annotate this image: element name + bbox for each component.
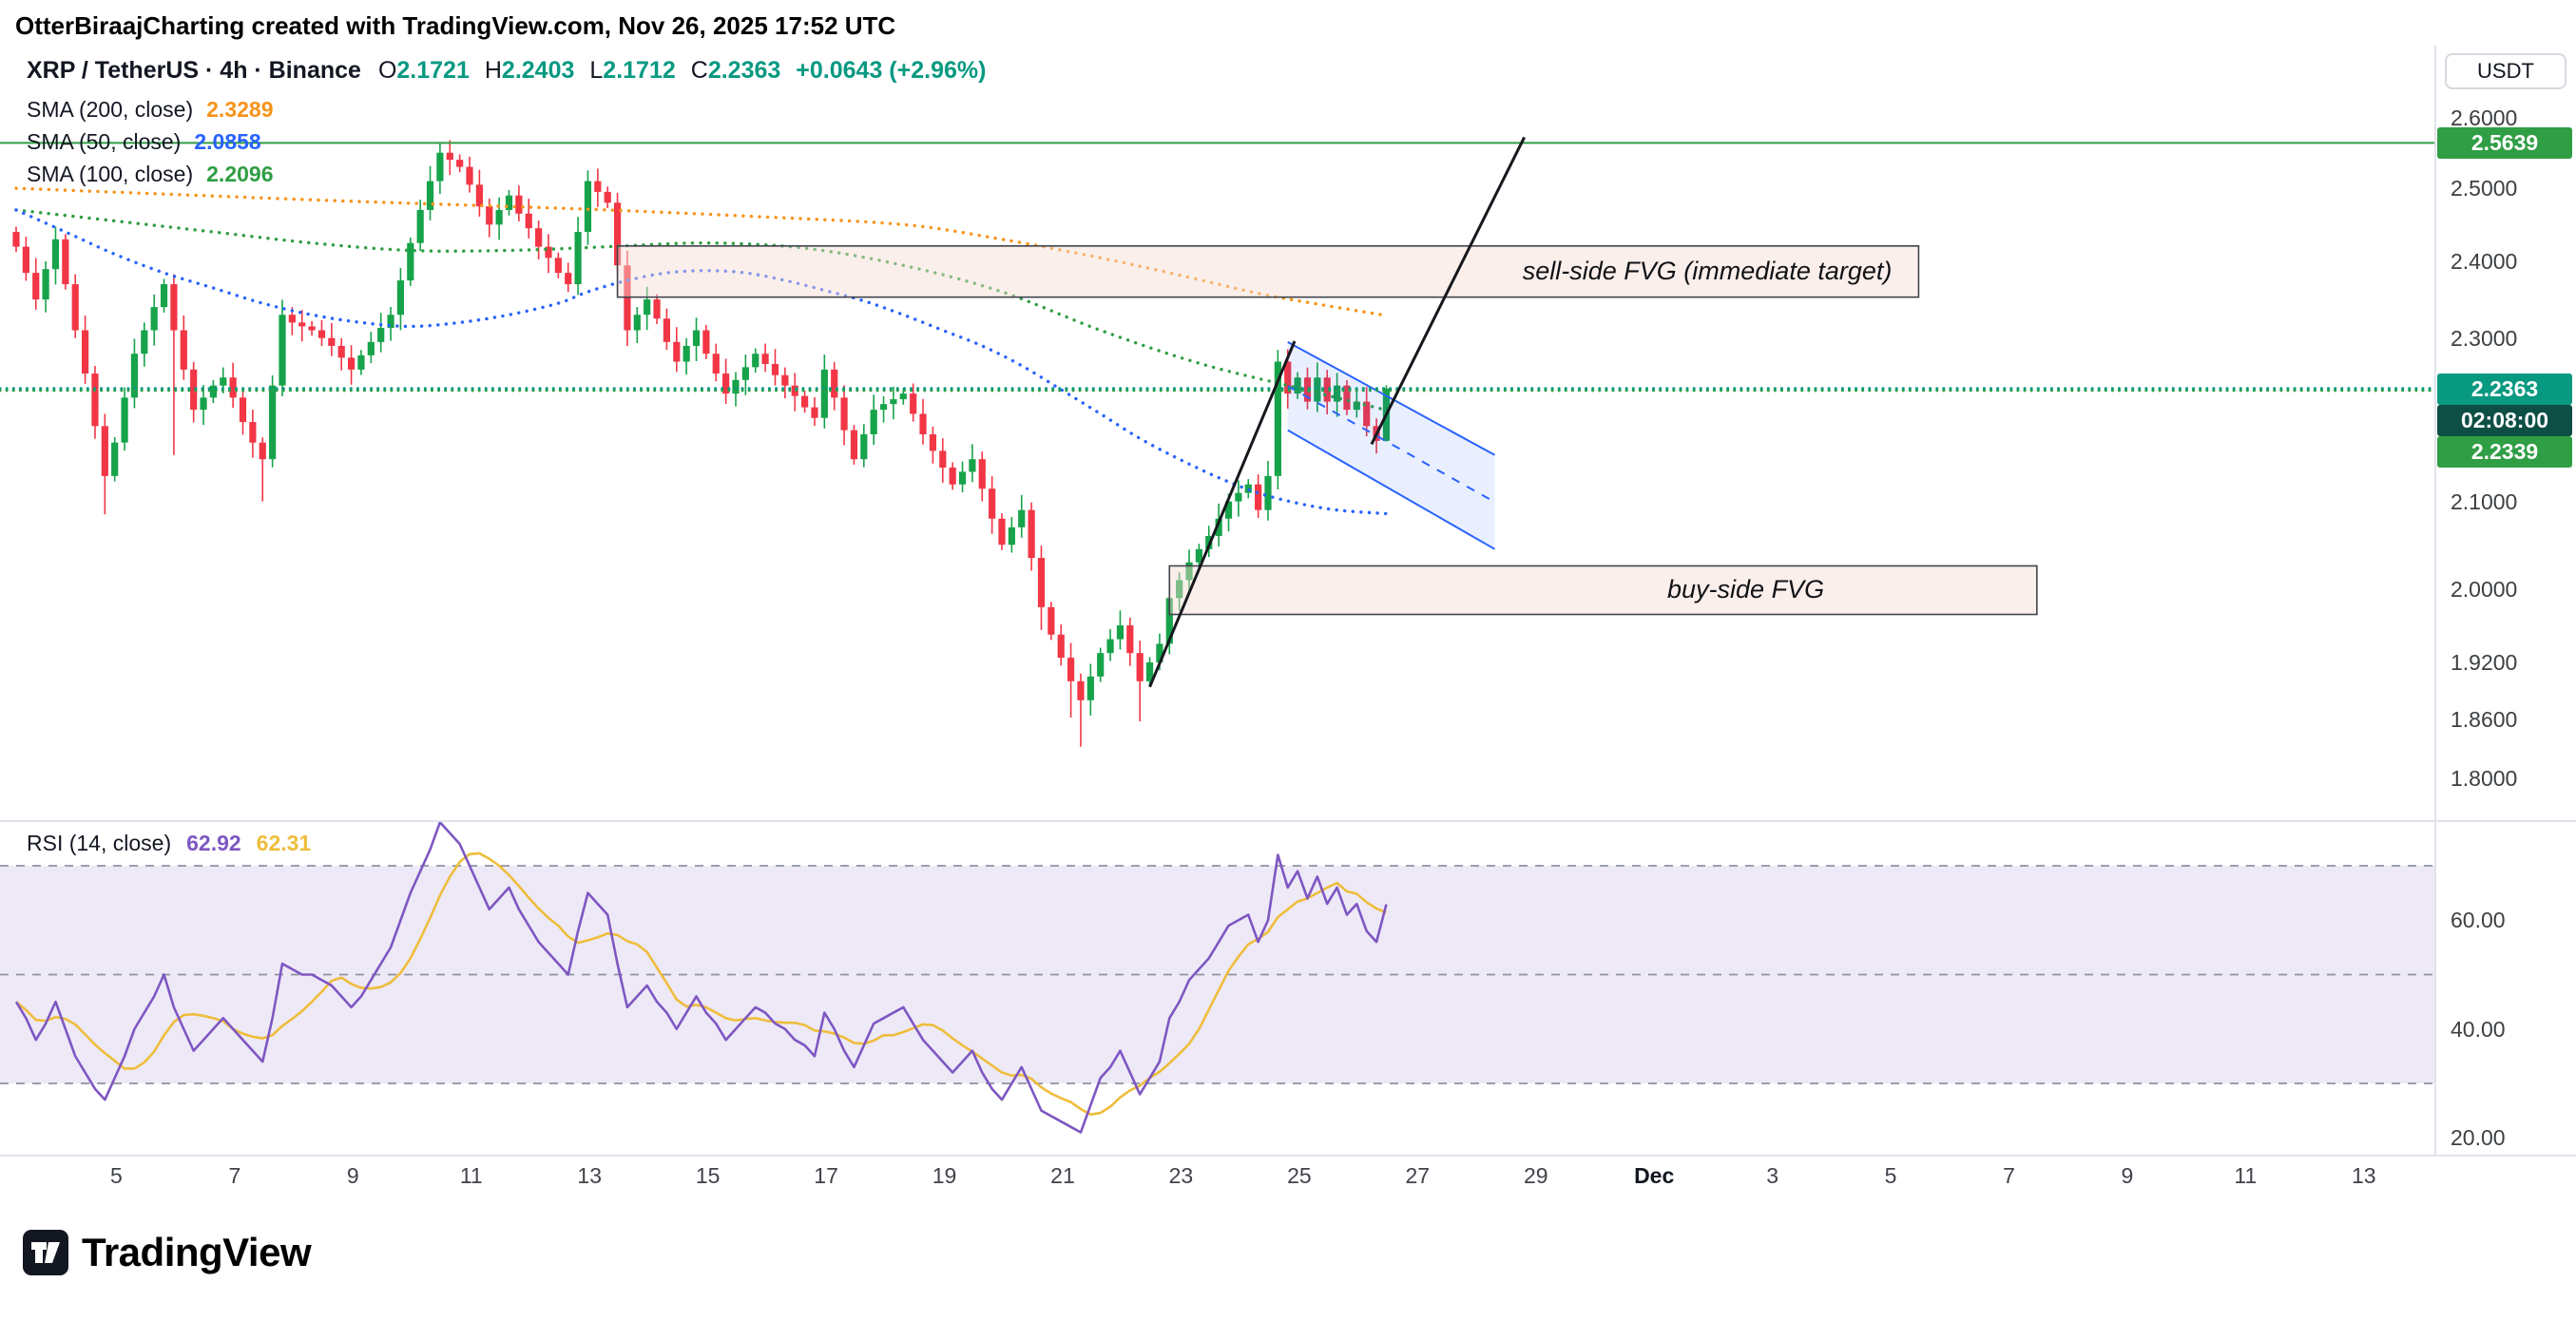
time-tick: 13 [2352, 1163, 2376, 1188]
time-tick: 25 [1287, 1163, 1312, 1188]
rsi-value: 62.92 [186, 831, 241, 855]
rsi-pane [0, 821, 2435, 1134]
channel-fill [1287, 341, 1495, 549]
rsi-line [14, 821, 1388, 1134]
rsi-tick: 60.00 [2451, 908, 2506, 933]
time-tick: 15 [695, 1163, 721, 1188]
low-value: 2.1712 [603, 57, 676, 84]
open-value: 2.1721 [396, 57, 470, 84]
price-tick: 2.6000 [2451, 105, 2518, 130]
symbol-row[interactable]: XRP / TetherUS · 4h · Binance O2.1721 H2… [27, 57, 986, 93]
price-pane [0, 136, 2435, 747]
price-tick: 2.5000 [2451, 176, 2518, 201]
close-label: C [690, 57, 708, 84]
close-value: 2.2363 [707, 57, 781, 84]
attribution-text: OtterBiraajCharting created with Trading… [15, 11, 896, 40]
indicator-row-sma200[interactable]: SMA (200, close) 2.3289 [27, 93, 986, 125]
high-value: 2.2403 [501, 57, 575, 84]
price-axis[interactable]: USDT 2.5639 2.2363 02:08:00 2.2339 2.600… [2435, 46, 2576, 1156]
sma-50-line [14, 208, 1389, 516]
rsi-ma-value: 62.31 [256, 831, 312, 855]
fvg-box-buy [1168, 565, 2038, 616]
time-tick: 23 [1168, 1163, 1194, 1188]
time-tick: 5 [110, 1163, 123, 1188]
time-tick: 5 [1884, 1163, 1897, 1188]
rsi-legend-row[interactable]: RSI (14, close) 62.92 62.31 [27, 831, 311, 856]
fvg-box-sell [616, 245, 1920, 298]
sma50-value: 2.0858 [194, 128, 261, 154]
price-tick: 2.1000 [2451, 488, 2518, 514]
time-tick: 7 [2003, 1163, 2015, 1188]
change-value: +0.0643 (+2.96%) [796, 57, 987, 84]
trend-line [1148, 340, 1297, 688]
price-tick: 1.8000 [2451, 765, 2518, 791]
trend-line [1370, 136, 1526, 446]
time-tick: 3 [1766, 1163, 1778, 1188]
time-axis[interactable]: 5 7 9 11 13 15 17 19 21 23 25 27 29 Dec 3 5 7 9 11 13 [0, 1156, 2435, 1199]
bar-countdown-badge: 02:08:00 [2437, 404, 2572, 436]
currency-toggle-button[interactable]: USDT [2445, 53, 2566, 89]
time-tick: 21 [1050, 1163, 1075, 1188]
hline-high-price-badge: 2.5639 [2437, 127, 2572, 160]
symbol-title[interactable]: XRP / TetherUS · 4h · Binance [27, 57, 361, 84]
rsi-label: RSI (14, close) [27, 831, 172, 855]
price-tick: 2.3000 [2451, 325, 2518, 351]
time-tick: 17 [814, 1163, 838, 1188]
time-tick: 13 [577, 1163, 603, 1188]
open-label: O [377, 57, 397, 84]
high-label: H [484, 57, 502, 84]
sma100-value: 2.2096 [206, 161, 274, 186]
time-tick: 11 [2234, 1163, 2258, 1188]
sma200-label: SMA (200, close) [27, 96, 194, 122]
sma50-label: SMA (50, close) [27, 128, 182, 154]
time-tick: 9 [2121, 1163, 2134, 1188]
indicator-row-sma50[interactable]: SMA (50, close) 2.0858 [27, 125, 986, 158]
last-price-badge: 2.2363 [2437, 373, 2572, 405]
time-tick: 11 [459, 1163, 483, 1188]
time-tick: 19 [932, 1163, 957, 1188]
rsi-tick: 20.00 [2451, 1125, 2506, 1151]
time-tick: 27 [1405, 1163, 1431, 1188]
hline-near-price-badge: 2.2339 [2437, 435, 2572, 468]
time-tick: 29 [1523, 1163, 1548, 1188]
price-tick: 1.9200 [2451, 650, 2518, 676]
price-tick: 1.8600 [2451, 707, 2518, 733]
sma100-label: SMA (100, close) [27, 161, 194, 186]
ohlc-values: O2.1721 H2.2403 L2.1712 C2.2363 +0.0643 … [378, 57, 987, 85]
indicator-row-sma100[interactable]: SMA (100, close) 2.2096 [27, 158, 986, 190]
rsi-tick: 40.00 [2451, 1016, 2506, 1042]
low-label: L [589, 57, 604, 84]
tradingview-logo-icon [23, 1230, 68, 1275]
price-tick: 2.0000 [2451, 576, 2518, 602]
price-tick: 2.4000 [2451, 249, 2518, 275]
time-tick: Dec [1634, 1163, 1675, 1188]
tradingview-footer-link[interactable]: TradingView [23, 1230, 312, 1275]
sma-200-line [14, 186, 1389, 317]
time-tick: 7 [228, 1163, 241, 1188]
chart-legend: XRP / TetherUS · 4h · Binance O2.1721 H2… [27, 57, 986, 190]
tradingview-brand-text: TradingView [82, 1230, 312, 1274]
sma200-value: 2.3289 [206, 96, 274, 122]
time-tick: 9 [346, 1163, 359, 1188]
